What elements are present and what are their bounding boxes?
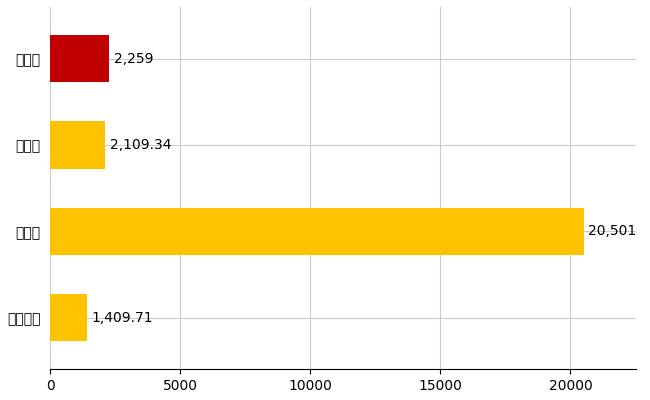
Bar xyxy=(50,121,105,169)
Text: 2,259: 2,259 xyxy=(114,52,153,66)
Bar xyxy=(50,294,87,341)
Text: 20,501: 20,501 xyxy=(588,224,636,238)
Bar xyxy=(50,35,109,82)
Text: 1,409.71: 1,409.71 xyxy=(92,310,153,324)
Text: 2,109.34: 2,109.34 xyxy=(110,138,171,152)
Bar xyxy=(50,208,584,255)
